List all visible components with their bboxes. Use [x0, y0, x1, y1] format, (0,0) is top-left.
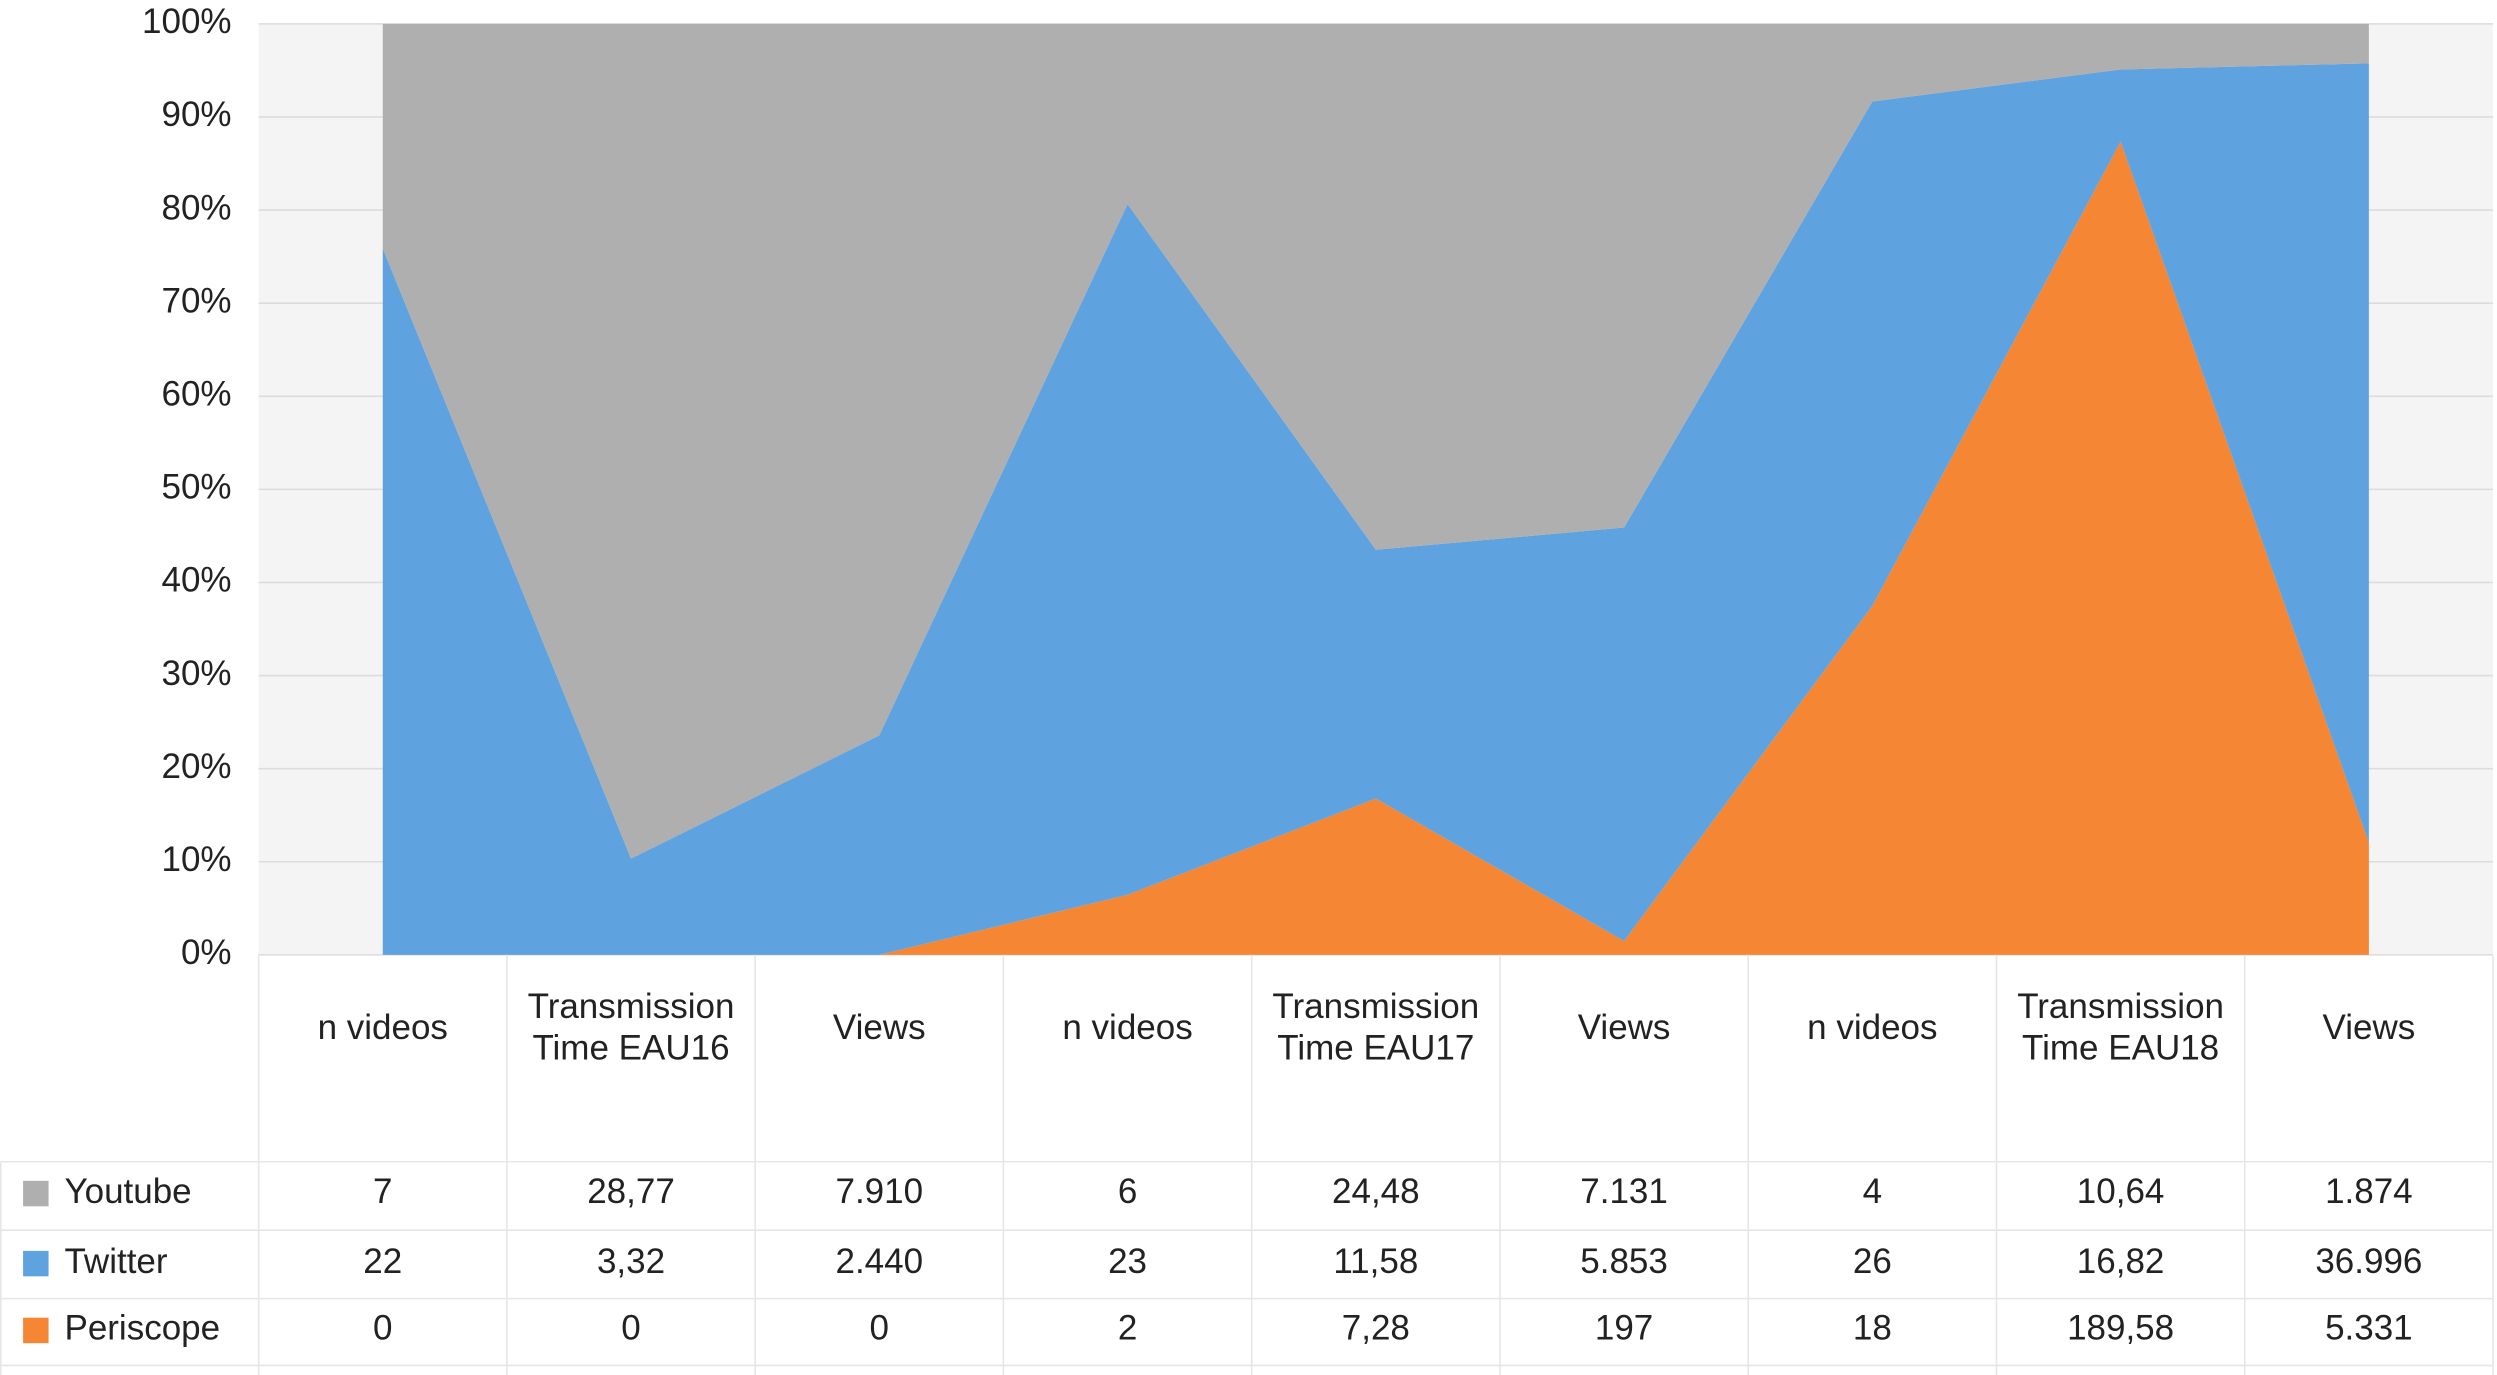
area [382, 63, 2369, 955]
table-cell: 5.853 [1580, 1242, 1668, 1281]
x-category-label: n videos [1062, 1008, 1192, 1047]
y-tick-label: 80% [162, 188, 232, 227]
label-line: Transmission [1272, 987, 1479, 1026]
table-cell: 26 [1853, 1242, 1892, 1281]
y-tick-label: 60% [162, 375, 232, 414]
table-cell: 16,82 [2077, 1242, 2165, 1281]
y-tick-label: 30% [162, 654, 232, 693]
legend-label: Youtube [64, 1172, 191, 1211]
x-category-label: Transmission Time EAU17 [1272, 987, 1479, 1067]
table-cell: 23 [1108, 1242, 1147, 1281]
table-cell: 3,32 [597, 1242, 665, 1281]
y-tick-label: 20% [162, 747, 232, 786]
table-cell: 2 [1118, 1309, 1137, 1348]
y-tick-label: 90% [162, 95, 232, 134]
label-line: Time EAU17 [1277, 1029, 1474, 1068]
table-cell: 6 [1118, 1172, 1137, 1211]
label-line: Transmission [528, 987, 735, 1026]
table-cell: 11,58 [1333, 1242, 1418, 1281]
table-cell: 24,48 [1332, 1172, 1420, 1211]
y-tick-label: 0% [181, 933, 232, 972]
table-cell: 10,64 [2077, 1172, 2165, 1211]
y-tick-label: 70% [162, 281, 232, 320]
table-cell: 0 [870, 1309, 889, 1348]
label-line: Transmission [2017, 987, 2224, 1026]
table-cell: 0 [621, 1309, 640, 1348]
y-tick-label: 40% [162, 561, 232, 600]
table-cell: 7 [373, 1172, 392, 1211]
legend-swatch [23, 1250, 49, 1277]
area [382, 141, 2369, 955]
table-cell: 5.331 [2325, 1309, 2413, 1348]
table-cell: 18 [1853, 1309, 1892, 1348]
table-cell: 197 [1595, 1309, 1653, 1348]
table-cell: 4 [1863, 1172, 1882, 1211]
legend-label: Twitter [64, 1242, 167, 1281]
label-line: Time EAU18 [2022, 1029, 2219, 1068]
table-cell: 7.131 [1580, 1172, 1668, 1211]
x-category-label: Transmission Time EAU16 [528, 987, 735, 1067]
x-category-label: Transmission Time EAU18 [2017, 987, 2224, 1067]
y-tick-label: 100% [142, 2, 232, 41]
table-cell: 189,58 [2067, 1309, 2174, 1348]
y-tick-label: 50% [162, 468, 232, 507]
y-tick-label: 10% [162, 840, 232, 879]
table-cell: 7.910 [835, 1172, 923, 1211]
legend-label: Periscope [64, 1309, 220, 1348]
table-cell: 36.996 [2315, 1242, 2422, 1281]
x-category-label: Views [1578, 1008, 1671, 1047]
label-line: Time EAU16 [532, 1029, 729, 1068]
table-cell: 7,28 [1342, 1309, 1410, 1348]
legend-swatch [23, 1317, 49, 1344]
table-cell: 0 [373, 1309, 392, 1348]
table-cell: 28,77 [587, 1172, 675, 1211]
x-category-label: Views [2323, 1008, 2416, 1047]
table-cell: 2.440 [835, 1242, 923, 1281]
table-cell: 1.874 [2325, 1172, 2413, 1211]
x-category-label: Views [833, 1008, 926, 1047]
x-category-label: n videos [318, 1008, 448, 1047]
table-cell: 22 [363, 1242, 402, 1281]
area [382, 23, 2369, 859]
legend-swatch [23, 1180, 49, 1207]
x-category-label: n videos [1807, 1008, 1937, 1047]
